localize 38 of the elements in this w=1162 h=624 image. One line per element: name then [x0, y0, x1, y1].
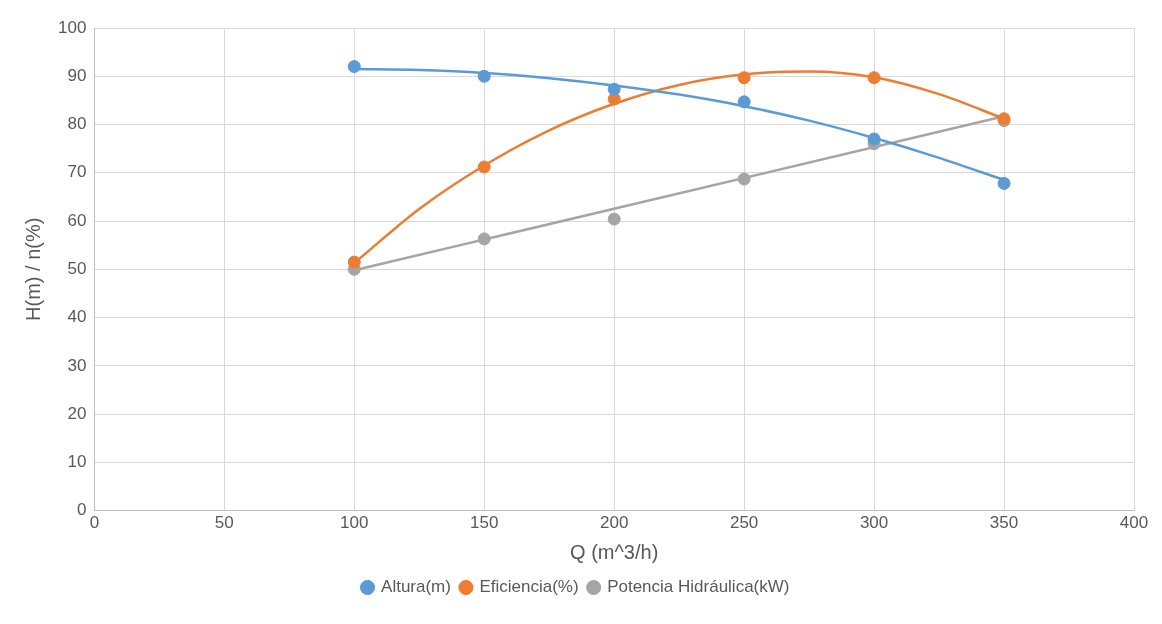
point — [347, 60, 361, 74]
y-tick-label: 0 — [76, 500, 87, 520]
y-tick-label: 50 — [67, 258, 87, 278]
y-tick-label: 10 — [67, 452, 87, 472]
point — [477, 69, 491, 83]
legend-label: Potencia Hidráulica(kW) — [607, 577, 790, 597]
y-tick-label: 90 — [67, 65, 87, 85]
point — [737, 95, 751, 109]
x-tick-label: 300 — [859, 513, 889, 533]
x-tick-label: 150 — [470, 513, 499, 533]
y-axis-title: H(m) / n(%) — [21, 217, 44, 321]
x-axis-title: Q (m^3/h) — [570, 540, 659, 563]
point — [737, 71, 751, 85]
y-tick-label: 40 — [67, 307, 87, 327]
y-tick-label: 20 — [67, 403, 87, 423]
point — [347, 255, 361, 269]
x-tick-label: 200 — [599, 513, 629, 533]
x-tick-label: 400 — [1119, 513, 1149, 533]
x-tick-label: 250 — [729, 513, 759, 533]
point — [477, 232, 491, 246]
x-tick-label: 350 — [989, 513, 1019, 533]
x-tick-label: 100 — [340, 513, 369, 533]
y-tick-label: 70 — [67, 162, 87, 182]
point — [867, 132, 881, 146]
point — [737, 172, 751, 186]
x-tick-label: 50 — [214, 513, 234, 533]
x-tick-label: 0 — [89, 513, 100, 533]
y-tick-label: 30 — [67, 355, 87, 375]
y-tick-label: 100 — [57, 17, 87, 37]
y-tick-label: 80 — [67, 114, 87, 134]
point — [477, 160, 491, 174]
point — [607, 212, 621, 226]
legend-label: Altura(m) — [381, 577, 451, 597]
y-tick-label: 60 — [67, 210, 87, 230]
legend-label: Eficiencia(%) — [479, 577, 579, 597]
point — [607, 82, 621, 96]
point — [867, 71, 881, 85]
point — [997, 176, 1011, 190]
